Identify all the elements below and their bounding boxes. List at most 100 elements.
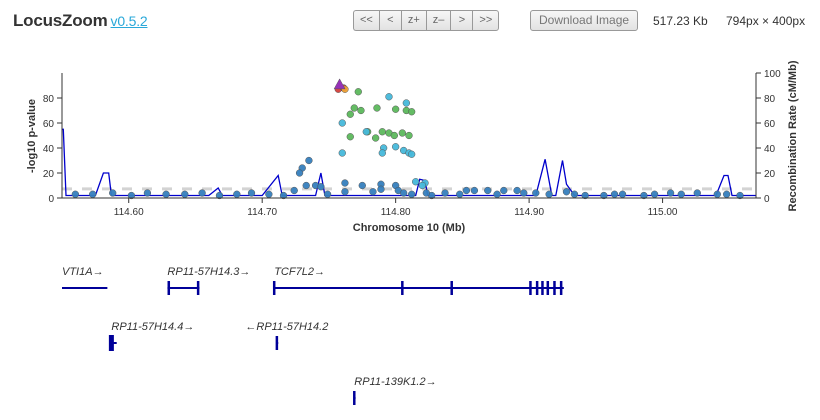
variant-point — [470, 186, 479, 195]
region-nav-group: << < z+ z– > >> — [353, 10, 500, 31]
y2-tick-label: 100 — [764, 69, 781, 80]
variant-point — [408, 108, 416, 116]
x-tick-label: 114.90 — [514, 207, 544, 218]
variant-point — [371, 134, 380, 142]
variant-point — [143, 189, 152, 197]
genes-panel: VTI1A→ RP11-57H14.3→ TCF7L2→ RP11-57H14.4→ ←… — [62, 266, 564, 405]
x-tick-label: 114.70 — [247, 207, 277, 218]
variant-point — [181, 190, 189, 198]
y-tick-label: 0 — [48, 194, 54, 205]
variant-point — [354, 88, 362, 96]
shift-far-right-button[interactable]: >> — [472, 10, 500, 31]
variant-point — [713, 190, 721, 198]
gene-exon — [108, 335, 114, 351]
shift-left-button[interactable]: < — [378, 10, 401, 31]
variant-point — [362, 128, 370, 136]
association-axes: 0 20 40 60 80 0 20 40 60 80 100 114.60 114.70 114.80 1… — [43, 69, 781, 218]
variant-point — [418, 181, 426, 190]
variant-point — [532, 189, 540, 197]
variant-point — [402, 99, 410, 107]
x-tick-label: 114.80 — [381, 207, 411, 218]
variant-point — [405, 131, 413, 140]
version-link[interactable]: v0.5.2 — [110, 13, 148, 29]
gene-track: RP11-139K1.2→ — [353, 376, 437, 405]
variant-point — [346, 110, 354, 118]
variant-point — [500, 186, 508, 195]
recombination-series — [62, 128, 756, 197]
variant-point — [392, 105, 400, 113]
association-panel: 0 20 40 60 80 0 20 40 60 80 100 114.60 114.70 114.80 1… — [26, 60, 799, 234]
variant-point — [570, 190, 579, 198]
shift-far-left-button[interactable]: << — [353, 10, 379, 31]
variant-point — [346, 133, 354, 141]
variant-point — [493, 190, 501, 198]
variant-point — [71, 190, 79, 198]
x-axis-label: Chromosome 10 (Mb) — [353, 222, 466, 234]
lead-variant-marker — [333, 78, 346, 90]
variant-point — [323, 190, 332, 198]
variant-point — [640, 191, 648, 200]
gene-label: RP11-139K1.2→ — [354, 376, 436, 388]
gene-track: VTI1A→ — [62, 266, 108, 289]
variant-point — [581, 191, 589, 200]
gene-track: RP11-57H14.4→ — [108, 321, 194, 351]
variant-point — [127, 191, 136, 200]
gene-exon — [559, 281, 563, 295]
variant-point — [265, 190, 273, 198]
shift-right-button[interactable]: > — [450, 10, 473, 31]
variant-point — [341, 188, 349, 196]
variant-point — [369, 188, 377, 196]
gene-exon — [535, 281, 539, 295]
app-title: LocusZoom v0.5.2 — [13, 11, 148, 31]
variant-point — [398, 129, 406, 137]
zoom-out-button[interactable]: z– — [425, 10, 451, 31]
variant-point — [666, 189, 675, 197]
variant-point — [279, 191, 288, 200]
gene-track: ←RP11-57H14.2 — [245, 321, 328, 350]
variant-point — [290, 186, 298, 195]
variant-point — [462, 186, 471, 195]
variant-point — [247, 189, 256, 197]
recombination-rate-line — [62, 128, 756, 197]
x-tick-label: 114.60 — [114, 207, 144, 218]
variant-point — [341, 179, 349, 187]
variant-point — [618, 190, 627, 198]
variant-point — [693, 189, 701, 197]
gene-track: RP11-57H14.3→ — [167, 266, 250, 295]
gene-exon — [541, 281, 544, 295]
y2-tick-label: 60 — [764, 119, 776, 130]
gene-track: TCF7L2→ — [272, 266, 564, 295]
variant-points — [71, 78, 744, 200]
gene-exon — [353, 391, 356, 405]
y2-tick-label: 40 — [764, 144, 776, 155]
y2-tick-label: 0 — [764, 194, 770, 205]
download-image-button[interactable]: Download Image — [530, 10, 639, 31]
variant-point — [233, 190, 241, 198]
gene-exon — [275, 336, 279, 350]
variant-point — [520, 189, 528, 197]
y-tick-label: 60 — [43, 119, 55, 130]
gene-exon — [450, 281, 453, 295]
y2-tick-label: 20 — [764, 169, 776, 180]
variant-point — [373, 104, 381, 112]
variant-point — [338, 119, 346, 127]
variant-point — [215, 191, 224, 200]
y2-tick-label: 80 — [764, 94, 776, 105]
file-size-label: 517.23 Kb — [653, 14, 708, 28]
gene-exon — [272, 281, 276, 295]
gene-exon — [167, 281, 171, 295]
variant-point — [350, 104, 358, 112]
variant-point — [562, 188, 571, 196]
variant-point — [378, 128, 386, 136]
zoom-in-button[interactable]: z+ — [400, 10, 426, 31]
variant-point — [89, 190, 97, 198]
gene-label: RP11-57H14.3→ — [167, 266, 250, 278]
gene-exon — [196, 281, 200, 295]
x-tick-label: 115.00 — [648, 207, 678, 218]
variant-point — [422, 189, 431, 197]
variant-point — [162, 190, 170, 198]
variant-point — [545, 190, 553, 198]
y-tick-label: 40 — [43, 144, 55, 155]
variant-point — [722, 190, 731, 198]
